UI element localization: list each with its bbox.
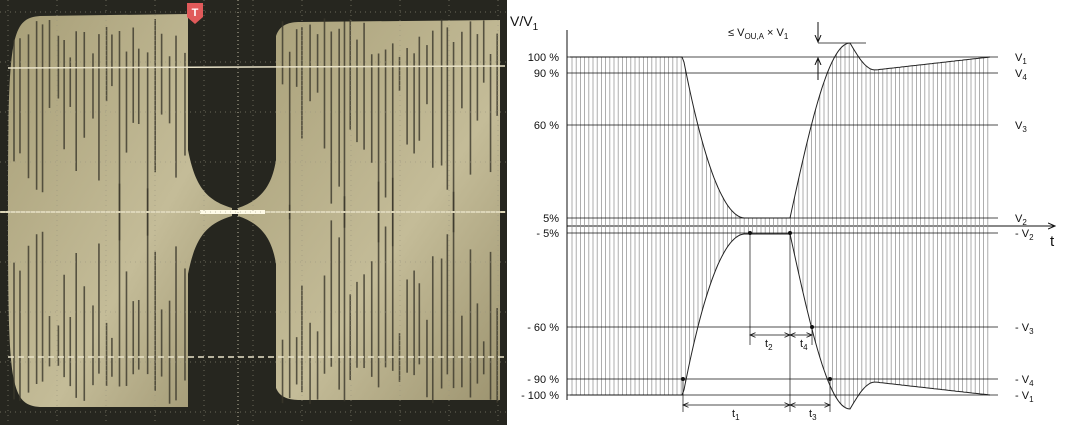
level-label: 100 %	[528, 52, 559, 64]
interval-sub: 4	[803, 343, 808, 352]
interval-sub: 2	[768, 343, 773, 352]
trigger-label: T	[192, 7, 199, 19]
level-name-text: V	[1015, 120, 1023, 132]
level-label: 90 %	[534, 68, 559, 80]
level-label: - 100 %	[521, 390, 559, 402]
signal-lobe-right	[238, 20, 500, 400]
marker-dot	[828, 377, 832, 381]
level-name-text: - V	[1015, 322, 1030, 334]
level-name: V1	[1015, 52, 1027, 66]
level-name-text: - V	[1015, 374, 1030, 386]
overshoot-part: × V	[764, 27, 785, 39]
level-name: - V1	[1015, 390, 1034, 404]
level-name-sub: 3	[1029, 327, 1034, 336]
interval-label: t2	[765, 338, 773, 352]
axis-label-text: V/V	[510, 13, 533, 29]
level-label: - 90 %	[527, 374, 559, 386]
signal-stripes	[13, 18, 498, 404]
oscillation	[571, 43, 989, 409]
envelope	[570, 42, 991, 219]
level-name-text: V	[1015, 68, 1023, 80]
marker-dot	[810, 325, 814, 329]
scope-grid	[0, 0, 507, 425]
level-name-sub: 3	[1022, 125, 1027, 134]
interval-text: t	[765, 338, 768, 350]
overshoot-label: ≤ VOU,A × V1	[728, 27, 789, 41]
interval-text: t	[809, 408, 812, 420]
level-name-text: - V	[1015, 228, 1030, 240]
interval-text: t	[800, 338, 803, 350]
interval-sub: 3	[812, 413, 817, 422]
interval-label: t3	[809, 408, 817, 422]
level-name-sub: 4	[1022, 73, 1027, 82]
axis-label-sub: 1	[533, 22, 539, 33]
level-name: - V4	[1015, 374, 1034, 388]
level-label: 5%	[543, 213, 559, 225]
level-name-text: - V	[1015, 390, 1030, 402]
level-name-sub: 1	[1022, 57, 1027, 66]
level-name: - V3	[1015, 322, 1034, 336]
level-label: - 60 %	[527, 322, 559, 334]
level-name-sub: 2	[1029, 233, 1034, 242]
level-label: 60 %	[534, 120, 559, 132]
oscilloscope-photo: T	[0, 0, 507, 425]
marker-dot	[788, 231, 792, 235]
overshoot-sub: 1	[784, 32, 789, 41]
axis-label: V/V1	[510, 13, 539, 33]
level-name: V2	[1015, 213, 1027, 227]
level-name-sub: 1	[1029, 395, 1034, 404]
interval-label: t4	[800, 338, 808, 352]
level-name: V3	[1015, 120, 1027, 134]
cursor-line	[7, 65, 506, 69]
level-name-sub: 2	[1022, 218, 1027, 227]
level-name-text: V	[1015, 52, 1023, 64]
level-name-sub: 4	[1029, 379, 1034, 388]
interval-sub: 1	[735, 413, 740, 422]
time-label: t	[1050, 233, 1055, 250]
overshoot-sub: OU,A	[744, 32, 764, 41]
level-name: - V2	[1015, 228, 1034, 242]
interval-label: t1	[732, 408, 740, 422]
envelope	[570, 233, 991, 410]
interval-text: t	[732, 408, 735, 420]
overshoot-part: ≤ V	[728, 27, 745, 39]
marker-dot	[681, 377, 685, 381]
level-name: V4	[1015, 68, 1027, 82]
level-name-text: V	[1015, 213, 1023, 225]
level-label: - 5%	[536, 228, 559, 240]
trigger-marker	[187, 3, 203, 24]
marker-dot	[748, 231, 752, 235]
